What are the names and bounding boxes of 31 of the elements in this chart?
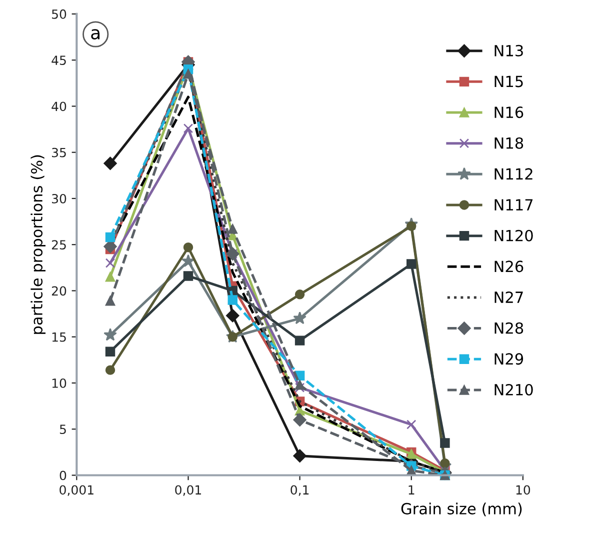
y-axis-title: particle proportions (%)	[30, 155, 46, 334]
legend-label: N18	[494, 137, 524, 149]
x-tick-label: 0,01	[175, 485, 201, 496]
legend-label: N120	[494, 230, 533, 242]
x-tick-label: 10	[516, 485, 530, 495]
y-tick-label: 15	[52, 332, 66, 342]
y-tick-label: 40	[52, 102, 66, 112]
legend-label: N28	[494, 322, 524, 334]
legend-label: N15	[494, 76, 523, 88]
y-tick-label: 35	[52, 148, 66, 158]
x-axis-title: Grain size (mm)	[401, 502, 522, 516]
legend-label: N29	[494, 353, 524, 365]
y-tick-label: 30	[52, 194, 66, 204]
y-tick-label: 0	[60, 470, 66, 480]
annotation: a	[91, 29, 100, 40]
legend-label: N13	[494, 44, 523, 56]
legend-label: N210	[494, 384, 533, 396]
x-tick-label: 0,1	[290, 485, 309, 496]
legend-label: N112	[494, 168, 532, 180]
y-tick-label: 5	[60, 424, 66, 434]
legend-label: N27	[494, 291, 523, 303]
legend-label: N16	[494, 106, 524, 118]
x-tick-label: 0,001	[60, 485, 94, 496]
legend-label: N26	[494, 260, 524, 272]
y-tick-label: 50	[52, 9, 66, 19]
y-tick-label: 45	[52, 56, 66, 66]
y-tick-label: 20	[52, 286, 66, 296]
x-tick-label: 1	[408, 485, 414, 494]
y-tick-label: 10	[52, 378, 66, 388]
y-tick-label: 25	[52, 240, 66, 250]
legend-label: N117	[494, 199, 533, 210]
